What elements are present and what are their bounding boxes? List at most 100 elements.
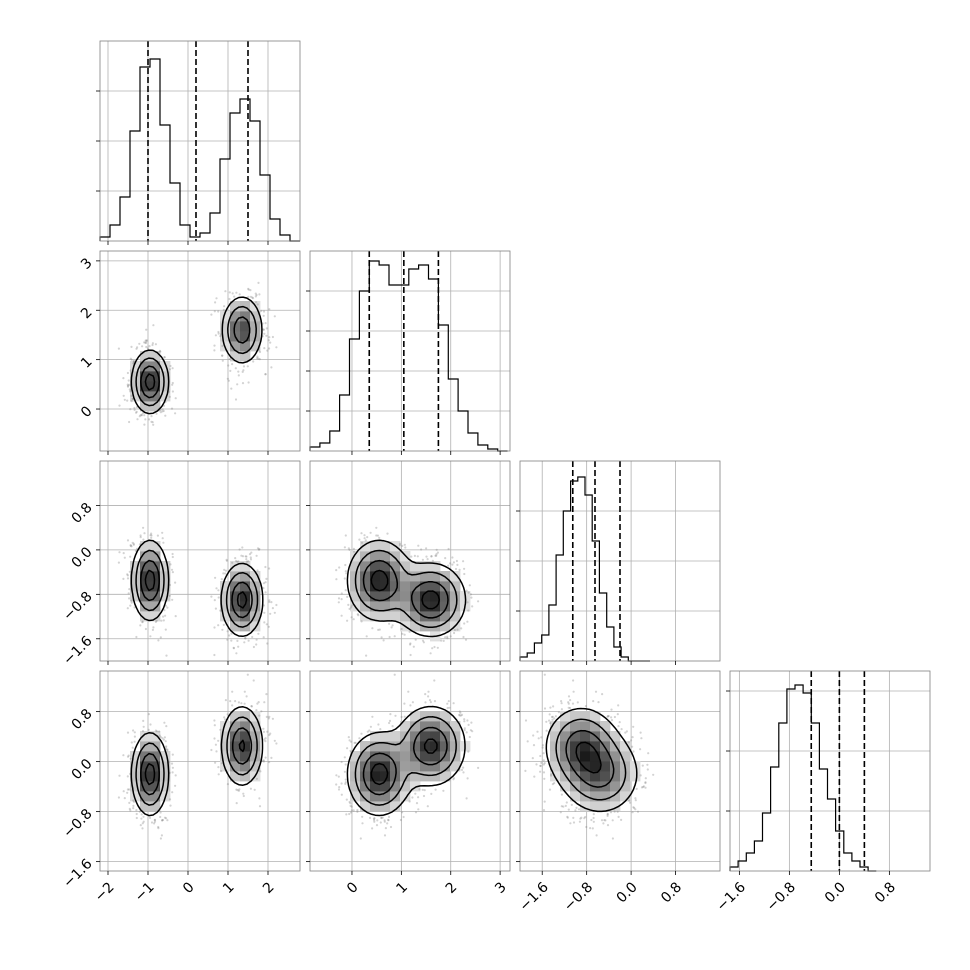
scatter-point bbox=[578, 820, 582, 823]
density-cell bbox=[230, 311, 241, 322]
scatter-point bbox=[551, 718, 554, 721]
scatter-point bbox=[166, 748, 169, 751]
scatter-point bbox=[646, 768, 649, 771]
x-tick-label: 0 bbox=[180, 879, 198, 897]
density-cell bbox=[380, 581, 391, 592]
scatter-point bbox=[551, 783, 555, 786]
scatter-point bbox=[391, 624, 394, 627]
scatter-point bbox=[151, 342, 154, 345]
scatter-point bbox=[247, 287, 250, 290]
density-cell bbox=[380, 601, 391, 612]
density-cell bbox=[230, 301, 241, 312]
scatter-point bbox=[160, 619, 163, 622]
scatter-point bbox=[213, 349, 216, 352]
scatter-point bbox=[158, 349, 161, 352]
scatter-point bbox=[258, 547, 261, 551]
scatter-point bbox=[135, 809, 138, 812]
density-cell bbox=[380, 551, 391, 562]
scatter-point bbox=[584, 815, 587, 819]
scatter-point bbox=[267, 339, 270, 342]
density-cell bbox=[150, 381, 161, 392]
scatter-point bbox=[629, 801, 632, 804]
density-cell bbox=[440, 621, 451, 632]
scatter-point bbox=[390, 626, 393, 629]
density-cell bbox=[250, 611, 261, 622]
density-cell bbox=[590, 751, 601, 762]
scatter-point bbox=[411, 796, 414, 799]
scatter-point bbox=[135, 347, 138, 350]
x-tick-label: 2 bbox=[260, 879, 278, 897]
histogram-layer bbox=[99, 41, 877, 872]
scatter-point bbox=[424, 701, 427, 704]
density-cell bbox=[140, 781, 151, 792]
density-cell bbox=[560, 761, 571, 772]
scatter-point bbox=[346, 595, 349, 599]
scatter-point bbox=[230, 632, 233, 635]
scatter-point bbox=[128, 807, 131, 811]
scatter-point bbox=[386, 822, 389, 825]
scatter-point bbox=[421, 558, 424, 561]
density-cell bbox=[400, 571, 411, 582]
scatter-point bbox=[159, 411, 162, 414]
scatter-point bbox=[231, 704, 234, 707]
scatter-point bbox=[215, 587, 218, 590]
scatter-point bbox=[127, 592, 130, 595]
density-cell bbox=[240, 601, 251, 612]
scatter-point bbox=[560, 700, 563, 703]
scatter-point bbox=[130, 601, 133, 604]
scatter-point bbox=[152, 626, 155, 629]
contour-lines bbox=[130, 706, 264, 817]
density-cell bbox=[610, 761, 621, 772]
density-cell bbox=[360, 771, 371, 782]
scatter-point bbox=[337, 597, 341, 600]
density-cell bbox=[380, 571, 391, 582]
scatter-point bbox=[350, 604, 353, 607]
scatter-point bbox=[151, 628, 154, 632]
scatter-point bbox=[433, 645, 436, 649]
scatter-point bbox=[401, 811, 404, 814]
scatter-point bbox=[567, 701, 570, 704]
scatter-point bbox=[256, 357, 259, 360]
scatter-point bbox=[427, 690, 430, 693]
scatter-point bbox=[398, 544, 401, 547]
density-cell bbox=[160, 571, 171, 582]
scatter-point bbox=[153, 822, 156, 825]
scatter-point bbox=[366, 536, 369, 539]
scatter-point bbox=[164, 628, 167, 631]
scatter-point bbox=[335, 783, 338, 786]
scatter-point bbox=[265, 577, 268, 581]
x-tick-label: 1 bbox=[220, 879, 238, 897]
scatter-point bbox=[162, 541, 165, 544]
density-cell bbox=[350, 781, 361, 792]
contour-level bbox=[140, 727, 253, 796]
scatter-point bbox=[135, 410, 138, 413]
scatter-point bbox=[363, 534, 366, 537]
scatter-point bbox=[583, 817, 586, 820]
density-cell bbox=[370, 611, 381, 622]
scatter-point bbox=[154, 343, 157, 346]
scatter-point bbox=[446, 635, 449, 638]
density-cell bbox=[140, 761, 151, 772]
scatter-point bbox=[236, 560, 239, 563]
density-cell bbox=[450, 601, 461, 612]
scatter-point bbox=[469, 593, 472, 596]
scatter-point bbox=[553, 717, 556, 720]
scatter-point bbox=[149, 635, 152, 638]
scatter-point bbox=[133, 735, 136, 738]
scatter-point bbox=[157, 827, 160, 830]
scatter-point bbox=[545, 729, 548, 732]
scatter-point bbox=[229, 700, 232, 703]
scatter-point bbox=[141, 345, 144, 348]
density-cell bbox=[130, 371, 141, 382]
scatter-point bbox=[258, 350, 262, 354]
density-cell bbox=[450, 611, 461, 622]
scatter-point bbox=[162, 615, 165, 618]
scatter-point bbox=[352, 550, 356, 553]
scatter-point bbox=[235, 652, 238, 655]
density-cell bbox=[360, 591, 371, 602]
density-cell bbox=[400, 741, 411, 752]
scatter-point bbox=[130, 599, 133, 602]
scatter-point bbox=[164, 604, 167, 607]
scatter-point bbox=[146, 347, 149, 350]
scatter-point bbox=[221, 354, 224, 357]
